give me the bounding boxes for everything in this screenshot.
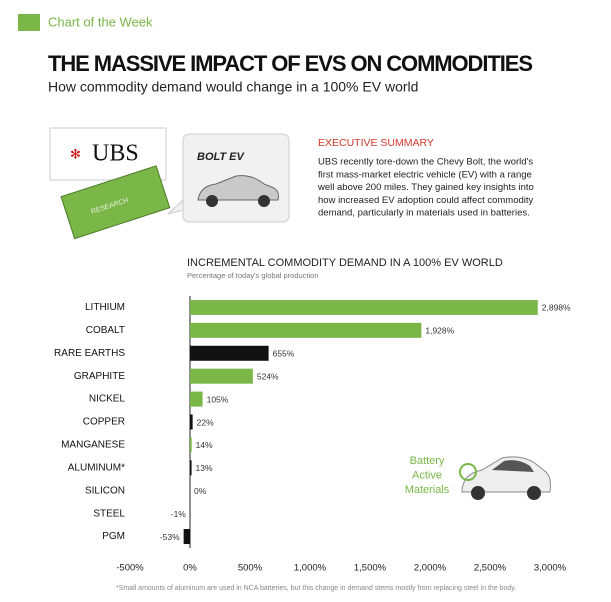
category-label: STEEL	[93, 508, 125, 519]
category-label: COPPER	[83, 417, 125, 428]
category-label: ALUMINUM*	[68, 462, 125, 473]
wheel	[206, 195, 218, 207]
x-tick-label: 1,500%	[354, 563, 387, 574]
value-label: 2,898%	[542, 303, 571, 313]
category-label: NICKEL	[89, 394, 126, 405]
chart-title: INCREMENTAL COMMODITY DEMAND IN A 100% E…	[187, 257, 503, 269]
subtitle: How commodity demand would change in a 1…	[48, 79, 418, 95]
bar	[190, 369, 253, 384]
x-tick-label: 2,000%	[414, 563, 447, 574]
summary-line: how increased EV adoption could affect c…	[318, 195, 534, 206]
kicker: Chart of the Week	[48, 14, 153, 29]
value-label: 14%	[196, 440, 213, 450]
summary-line: well above 200 miles. They gained key in…	[317, 182, 534, 193]
x-tick-label: 3,000%	[534, 563, 567, 574]
bar	[190, 323, 421, 338]
wheel	[527, 486, 541, 500]
category-label: PGM	[102, 531, 125, 542]
x-tick-label: 0%	[183, 563, 197, 574]
category-label: COBALT	[86, 325, 125, 336]
value-label: 1,928%	[425, 326, 454, 336]
bar	[190, 415, 193, 430]
kicker-icon	[18, 14, 40, 31]
wheel	[471, 486, 485, 500]
bar	[184, 529, 190, 544]
chart: -500% 0% 500% 1,000% 1,500% 2,000% 2,500% 3,000…	[54, 296, 571, 574]
illustration: ✻ UBS RESEARCH BOLT EV	[50, 128, 289, 239]
ubs-keys: ✻	[70, 146, 81, 161]
car-illustration	[460, 457, 551, 500]
bar	[190, 437, 192, 452]
category-label: GRAPHITE	[74, 371, 125, 382]
category-label: LITHIUM	[85, 302, 125, 313]
x-tick-label: 1,000%	[294, 563, 327, 574]
footnote: *Small amounts of aluminum are used in N…	[116, 585, 516, 592]
x-tick-label: -500%	[116, 563, 144, 574]
bubble-tail	[168, 200, 183, 214]
bar	[190, 392, 203, 407]
summary-line: first mass-market electric vehicle (EV) …	[318, 169, 532, 180]
annotation: Battery Active Materials	[405, 455, 450, 496]
category-label: RARE EARTHS	[54, 348, 125, 359]
value-label: -1%	[171, 509, 187, 519]
summary-heading: EXECUTIVE SUMMARY	[318, 137, 434, 149]
bar	[190, 346, 269, 361]
summary-line: demand, particularly in materials used i…	[318, 208, 530, 219]
bar	[190, 300, 538, 315]
category-label: MANGANESE	[61, 440, 125, 451]
summary-line: UBS recently tore-down the Chevy Bolt, t…	[318, 157, 533, 168]
ubs-logo: UBS	[92, 141, 139, 167]
value-label: 105%	[207, 394, 229, 404]
bar	[190, 460, 192, 475]
x-tick-label: 500%	[238, 563, 263, 574]
car-logo: BOLT EV	[197, 151, 246, 163]
value-label: 524%	[257, 371, 279, 381]
wheel	[258, 195, 270, 207]
chart-subtitle: Percentage of today's global production	[187, 271, 319, 280]
value-label: 13%	[196, 463, 213, 473]
annotation-line: Materials	[405, 484, 450, 496]
summary: UBS recently tore-down the Chevy Bolt, t…	[317, 157, 534, 219]
category-label: SILICON	[85, 485, 125, 496]
annotation-line: Active	[412, 469, 442, 481]
value-label: 22%	[197, 417, 214, 427]
value-label: 655%	[273, 349, 295, 359]
title: THE MASSIVE IMPACT OF EVS ON COMMODITIES	[48, 51, 533, 76]
annotation-line: Battery	[410, 455, 445, 467]
x-tick-label: 2,500%	[474, 563, 507, 574]
value-label: 0%	[194, 486, 207, 496]
value-label: -53%	[160, 532, 180, 542]
